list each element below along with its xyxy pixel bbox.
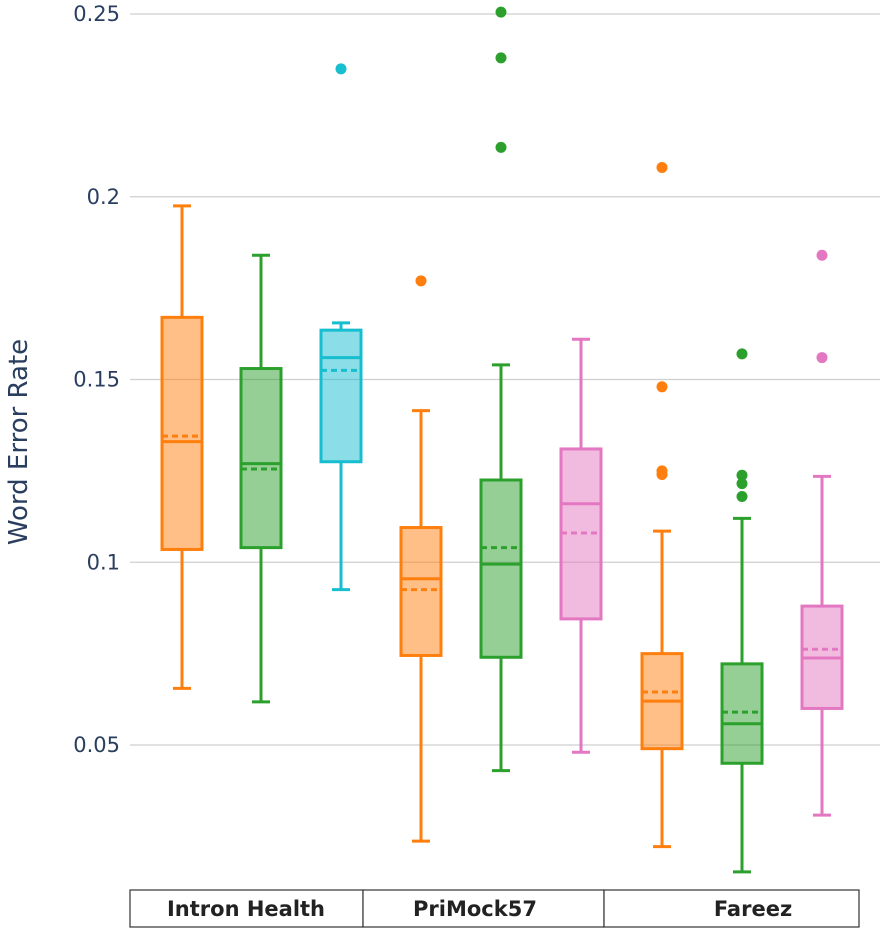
box-primock57-green: [479, 6, 523, 773]
y-tick-label: 0.1: [87, 550, 120, 574]
outlier-point: [656, 381, 668, 393]
outlier-point: [816, 352, 828, 364]
group-label-primock57: PriMock57: [413, 897, 537, 921]
y-tick-label: 0.15: [73, 368, 120, 392]
iqr-box: [319, 328, 363, 464]
y-tick-label: 0.25: [73, 2, 120, 26]
box-fareez-green: [720, 348, 764, 874]
outlier-point: [736, 348, 748, 360]
iqr-box: [479, 478, 523, 659]
group-label-fareez: Fareez: [714, 897, 792, 921]
iqr-box: [399, 526, 443, 657]
boxes-layer: [160, 6, 844, 874]
y-tick-label: 0.05: [73, 733, 120, 757]
y-tick-label: 0.2: [87, 185, 120, 209]
outlier-point: [656, 465, 668, 477]
iqr-box: [160, 315, 204, 551]
outlier-point: [495, 52, 507, 64]
box-fareez-pink: [800, 249, 844, 817]
y-axis-ticks: 0.05 0.1 0.15 0.2 0.25: [73, 2, 120, 757]
group-box-primock57: [362, 889, 605, 928]
box-primock57-pink: [559, 337, 603, 754]
outlier-point: [495, 6, 507, 18]
y-axis-title: Word Error Rate: [4, 339, 34, 545]
box-intron-health-cyan: [319, 63, 363, 592]
group-box-fareez: [603, 889, 860, 928]
iqr-box: [239, 367, 283, 550]
outlier-point: [335, 63, 347, 75]
outlier-point: [736, 478, 748, 490]
outlier-point: [656, 162, 668, 174]
outlier-point: [415, 275, 427, 287]
outlier-point: [816, 249, 828, 261]
x-group-labels: Intron Health PriMock57 Fareez: [129, 889, 860, 928]
box-fareez-orange: [640, 162, 684, 849]
outlier-point: [495, 141, 507, 153]
outlier-point: [736, 469, 748, 481]
box-intron-health-green: [239, 253, 283, 704]
group-box-intron-health: [129, 889, 364, 928]
box-primock57-orange: [399, 275, 443, 843]
group-label-intron-health: Intron Health: [167, 897, 325, 921]
box-intron-health-orange: [160, 204, 204, 690]
outlier-point: [736, 490, 748, 502]
